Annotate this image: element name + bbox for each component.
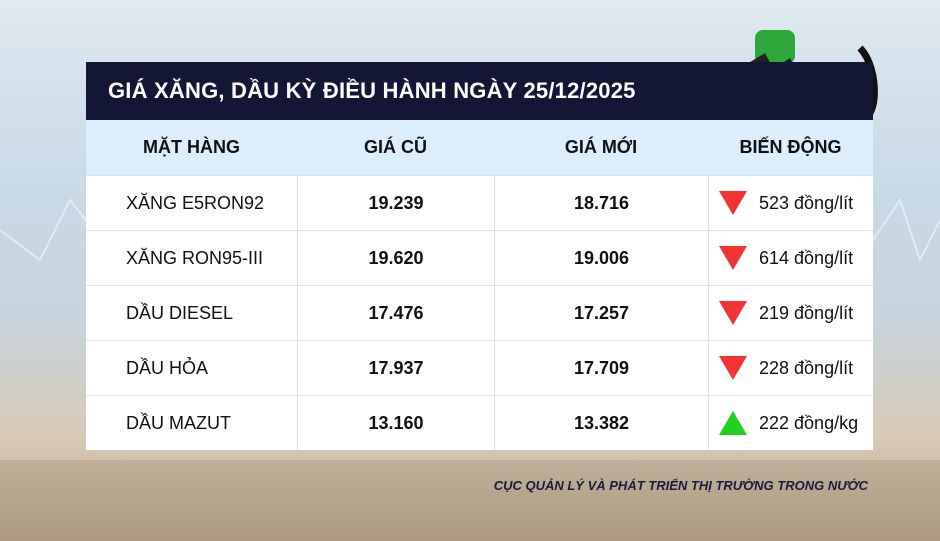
item-name: XĂNG E5RON92 bbox=[126, 192, 265, 213]
triangle-down-icon bbox=[719, 301, 747, 325]
change-value: 523 đồng/lít bbox=[759, 192, 854, 213]
source-credit: CỤC QUẢN LÝ VÀ PHÁT TRIỂN THỊ TRƯỜNG TRO… bbox=[493, 478, 868, 493]
table-header: MẶT HÀNG GIÁ CŨ GIÁ MỚI BIẾN ĐỘNG bbox=[86, 120, 873, 175]
header-new-price: GIÁ MỚI bbox=[564, 137, 638, 157]
table-row: DẦU DIESEL 17.476 17.257 219 đồng/lít bbox=[86, 285, 873, 340]
header-old-price: GIÁ CŨ bbox=[364, 137, 427, 157]
old-price: 17.476 bbox=[297, 286, 494, 340]
triangle-down-icon bbox=[719, 356, 747, 380]
change-value: 228 đồng/lít bbox=[759, 357, 854, 378]
triangle-down-icon bbox=[719, 191, 747, 215]
header-item: MẶT HÀNG bbox=[143, 137, 240, 157]
page-title: GIÁ XĂNG, DẦU KỲ ĐIỀU HÀNH NGÀY 25/12/20… bbox=[86, 62, 873, 120]
old-price: 13.160 bbox=[297, 396, 494, 450]
header-change: BIẾN ĐỘNG bbox=[739, 137, 842, 157]
triangle-up-icon bbox=[719, 411, 747, 435]
item-name: DẦU HỎA bbox=[126, 357, 209, 378]
new-price: 18.716 bbox=[494, 176, 708, 230]
change-value: 222 đồng/kg bbox=[759, 412, 859, 433]
item-name: XĂNG RON95-III bbox=[126, 247, 264, 268]
price-change: 228 đồng/lít bbox=[708, 341, 873, 395]
change-value: 614 đồng/lít bbox=[759, 247, 854, 268]
table-row: DẦU HỎA 17.937 17.709 228 đồng/lít bbox=[86, 340, 873, 395]
old-price: 19.620 bbox=[297, 231, 494, 285]
table-row: XĂNG E5RON92 19.239 18.716 523 đồng/lít bbox=[86, 175, 873, 230]
fuel-price-table: GIÁ XĂNG, DẦU KỲ ĐIỀU HÀNH NGÀY 25/12/20… bbox=[86, 62, 873, 450]
table-row: XĂNG RON95-III 19.620 19.006 614 đồng/lí… bbox=[86, 230, 873, 285]
item-name: DẦU DIESEL bbox=[126, 302, 234, 323]
new-price: 19.006 bbox=[494, 231, 708, 285]
new-price: 17.709 bbox=[494, 341, 708, 395]
item-name: DẦU MAZUT bbox=[126, 412, 231, 433]
triangle-down-icon bbox=[719, 246, 747, 270]
old-price: 17.937 bbox=[297, 341, 494, 395]
price-change: 222 đồng/kg bbox=[708, 396, 873, 450]
new-price: 17.257 bbox=[494, 286, 708, 340]
table-row: DẦU MAZUT 13.160 13.382 222 đồng/kg bbox=[86, 395, 873, 450]
old-price: 19.239 bbox=[297, 176, 494, 230]
price-change: 219 đồng/lít bbox=[708, 286, 873, 340]
change-value: 219 đồng/lít bbox=[759, 302, 854, 323]
new-price: 13.382 bbox=[494, 396, 708, 450]
price-change: 614 đồng/lít bbox=[708, 231, 873, 285]
price-change: 523 đồng/lít bbox=[708, 176, 873, 230]
